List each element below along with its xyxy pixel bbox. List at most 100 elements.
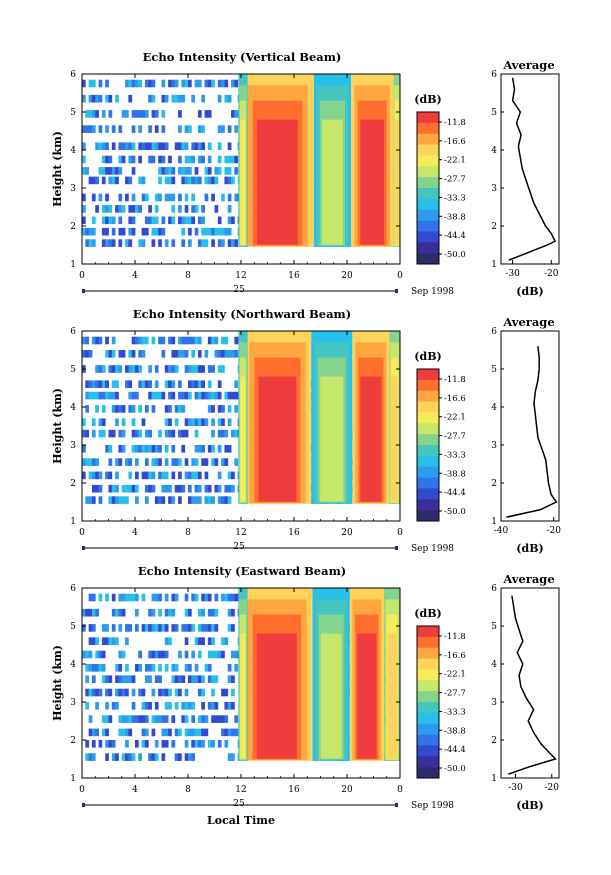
clutter-cell bbox=[224, 715, 229, 723]
clutter-cell bbox=[144, 728, 149, 737]
clutter-cell bbox=[115, 391, 119, 400]
clutter-cell bbox=[191, 740, 196, 748]
clutter-cell bbox=[91, 496, 96, 504]
clutter-cell bbox=[95, 94, 99, 103]
clutter-cell bbox=[154, 675, 159, 683]
clutter-cell bbox=[178, 675, 182, 683]
clutter-cell bbox=[154, 365, 159, 373]
clutter-cell bbox=[141, 445, 146, 453]
chart-title: Echo Intensity (Eastward Beam) bbox=[138, 564, 346, 578]
average-profile-line bbox=[508, 595, 557, 775]
clutter-cell bbox=[234, 728, 239, 737]
clutter-cell bbox=[138, 125, 143, 133]
clutter-cell bbox=[188, 484, 192, 493]
clutter-cell bbox=[224, 79, 229, 88]
echo-column bbox=[240, 633, 246, 759]
clutter-cell bbox=[231, 702, 235, 710]
clutter-cell bbox=[181, 405, 186, 413]
clutter-cell bbox=[174, 350, 179, 358]
clutter-cell bbox=[161, 740, 166, 748]
clutter-cell bbox=[91, 608, 96, 617]
clutter-cell bbox=[128, 227, 133, 236]
clutter-cell bbox=[158, 445, 162, 453]
average-y-tick-label: 5 bbox=[491, 622, 497, 632]
clutter-cell bbox=[118, 728, 123, 737]
echo-column bbox=[387, 633, 397, 759]
clutter-cell bbox=[95, 608, 99, 617]
clutter-cell bbox=[201, 239, 205, 247]
x-tick-label: 4 bbox=[132, 785, 138, 795]
colorbar-swatch bbox=[417, 477, 439, 489]
clutter-cell bbox=[181, 142, 186, 150]
heatmap-plot bbox=[82, 331, 401, 504]
clutter-cell bbox=[194, 418, 199, 426]
clutter-cell bbox=[154, 205, 159, 213]
clutter-cell bbox=[111, 753, 116, 761]
clutter-cell bbox=[217, 216, 222, 225]
x-tick-label: 20 bbox=[341, 785, 353, 795]
clutter-cell bbox=[111, 740, 116, 748]
clutter-cell bbox=[171, 496, 176, 504]
clutter-cell bbox=[171, 675, 176, 683]
x-ticks: 0 4 8 12 16 20 0 bbox=[79, 74, 403, 281]
colorbar-swatch bbox=[417, 712, 439, 725]
clutter-cell bbox=[214, 350, 219, 358]
clutter-cell bbox=[151, 216, 156, 225]
clutter-cell bbox=[197, 142, 202, 150]
y-tick-label: 6 bbox=[70, 327, 76, 337]
clutter-cell bbox=[161, 728, 166, 737]
clutter-cell bbox=[144, 429, 149, 438]
clutter-cell bbox=[188, 702, 192, 710]
clutter-cell bbox=[85, 688, 90, 697]
x-tick-label: 0 bbox=[79, 528, 85, 538]
clutter-cell bbox=[161, 227, 166, 236]
clutter-cell bbox=[131, 391, 136, 400]
clutter-cell bbox=[131, 110, 136, 118]
average-y-tick-label: 3 bbox=[491, 441, 497, 451]
clutter-cell bbox=[201, 216, 205, 225]
clutter-cell bbox=[207, 740, 212, 748]
colorbar-swatch bbox=[417, 144, 439, 156]
clutter-cell bbox=[194, 391, 199, 400]
y-axis-label: Height (km) bbox=[51, 645, 64, 721]
clutter-cell bbox=[197, 608, 202, 617]
clutter-cell bbox=[188, 471, 192, 480]
date-day: 25 bbox=[233, 542, 245, 552]
clutter-cell bbox=[184, 167, 189, 175]
clutter-cell bbox=[214, 650, 219, 659]
clutter-cell bbox=[121, 728, 126, 737]
colorbar-swatch bbox=[417, 434, 439, 446]
clutter-cell bbox=[128, 94, 133, 103]
clutter-cell bbox=[118, 445, 123, 453]
clutter-cell bbox=[201, 445, 205, 453]
clutter-cell bbox=[184, 637, 189, 645]
clutter-cell bbox=[227, 484, 232, 493]
clutter-cell bbox=[197, 637, 202, 645]
clutter-cell bbox=[227, 193, 232, 202]
clutter-cell bbox=[188, 624, 192, 632]
clutter-cell bbox=[148, 484, 152, 493]
clutter-cell bbox=[85, 496, 90, 504]
echo-column bbox=[360, 376, 382, 502]
clutter-cell bbox=[178, 458, 182, 466]
clutter-cell bbox=[211, 418, 215, 426]
clutter-cell bbox=[95, 650, 99, 659]
clutter-cell bbox=[161, 391, 166, 400]
clutter-cell bbox=[211, 445, 215, 453]
clutter-cell bbox=[207, 445, 212, 453]
clutter-cell bbox=[201, 155, 205, 164]
clutter-cell bbox=[221, 79, 225, 88]
clutter-cell bbox=[161, 753, 166, 761]
clutter-cell bbox=[88, 637, 93, 645]
clutter-cell bbox=[227, 155, 232, 164]
colorbar-label: -22.1 bbox=[444, 670, 466, 680]
clutter-cell bbox=[178, 728, 182, 737]
clutter-cell bbox=[197, 350, 202, 358]
date-day: 25 bbox=[233, 285, 245, 295]
clutter-cell bbox=[178, 496, 182, 504]
clutter-cell bbox=[88, 79, 93, 88]
clutter-cell bbox=[98, 496, 103, 504]
colorbar-swatch bbox=[417, 691, 439, 703]
clutter-cell bbox=[85, 675, 90, 683]
average-y-tick-label: 6 bbox=[491, 584, 497, 594]
